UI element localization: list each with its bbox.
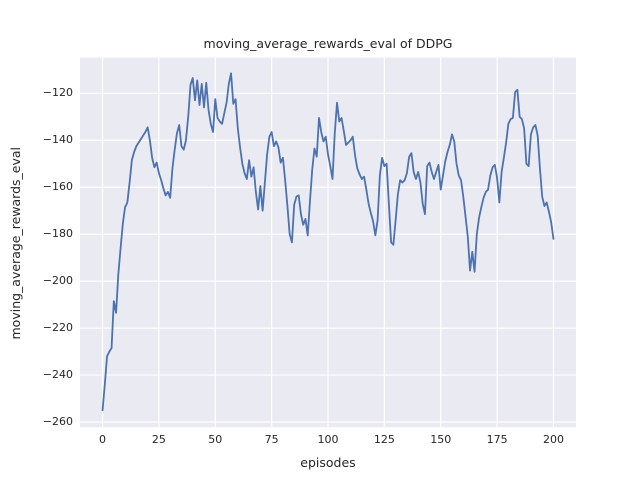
x-tick-label: 50 [208, 433, 223, 446]
y-tick-label: −160 [42, 180, 73, 194]
y-tick-label: −220 [42, 321, 73, 335]
x-tick-label: 200 [542, 433, 564, 446]
y-tick-label: −260 [42, 415, 73, 429]
x-tick-label: 125 [373, 433, 395, 446]
x-tick-label: 25 [151, 433, 166, 446]
y-tick-label: −120 [42, 86, 73, 100]
x-tick-label: 150 [430, 433, 452, 446]
y-tick-label: −180 [42, 227, 73, 241]
x-tick-label: 100 [317, 433, 339, 446]
x-axis-label: episodes [300, 455, 356, 470]
y-tick-label: −200 [42, 274, 73, 288]
x-tick-label: 175 [486, 433, 508, 446]
x-tick-label: 0 [99, 433, 107, 446]
series-line-moving_average_rewards_eval [101, 72, 555, 412]
x-tick-label: 75 [264, 433, 279, 446]
y-tick-label: −140 [42, 133, 73, 147]
chart-title: moving_average_rewards_eval of DDPG [203, 36, 453, 51]
y-tick-label: −240 [42, 368, 73, 382]
